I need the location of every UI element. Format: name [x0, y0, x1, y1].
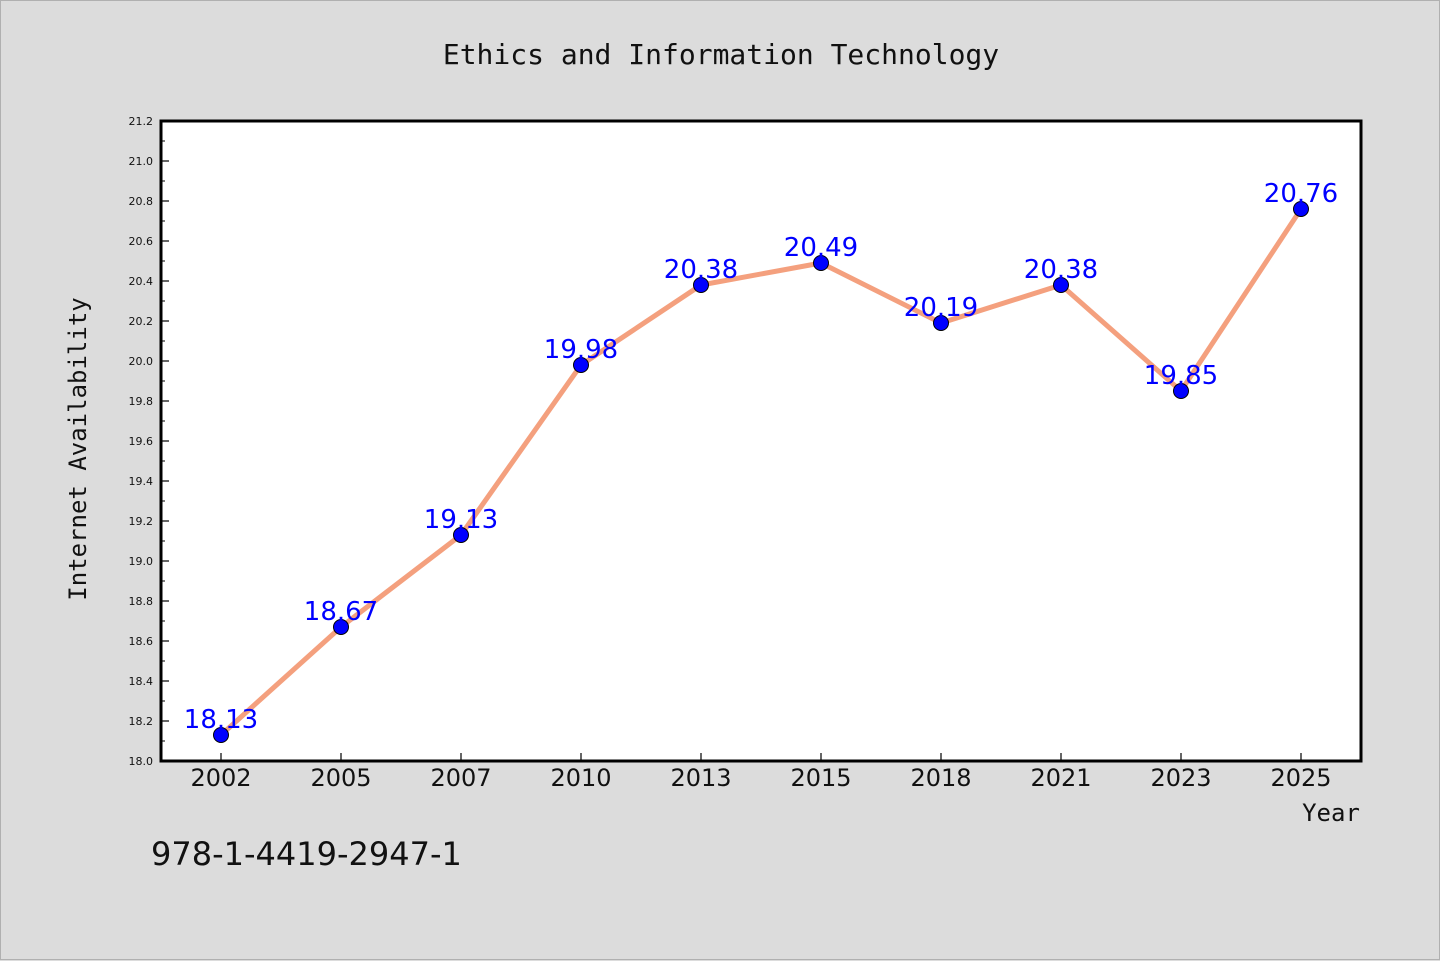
- data-label: 20.19: [904, 293, 978, 323]
- data-label: 20.38: [1024, 255, 1098, 285]
- x-tick-label: 2021: [1030, 764, 1091, 792]
- data-label: 20.49: [784, 233, 858, 263]
- y-tick-label: 18.0: [129, 755, 154, 768]
- data-label: 18.67: [304, 597, 378, 627]
- x-tick-label: 2013: [670, 764, 731, 792]
- y-tick-label: 18.6: [129, 635, 154, 648]
- x-axis-title: Year: [1302, 799, 1360, 827]
- x-tick-label: 2025: [1270, 764, 1331, 792]
- x-tick-label: 2015: [790, 764, 851, 792]
- y-tick-label: 19.6: [129, 435, 154, 448]
- y-tick-label: 19.2: [129, 515, 154, 528]
- x-tick-label: 2007: [430, 764, 491, 792]
- data-point: [333, 619, 349, 635]
- data-label: 18.13: [184, 705, 258, 735]
- y-tick-label: 20.4: [129, 275, 154, 288]
- y-tick-label: 21.0: [129, 155, 154, 168]
- data-label: 20.76: [1264, 179, 1338, 209]
- isbn-text: 978-1-4419-2947-1: [151, 835, 462, 873]
- y-tick-label: 20.0: [129, 355, 154, 368]
- x-tick-label: 2018: [910, 764, 971, 792]
- data-point: [813, 255, 829, 271]
- data-label: 19.13: [424, 505, 498, 535]
- y-tick-label: 21.2: [129, 115, 154, 128]
- y-tick-label: 20.6: [129, 235, 154, 248]
- data-point: [453, 527, 469, 543]
- y-tick-label: 20.2: [129, 315, 154, 328]
- y-tick-label: 18.2: [129, 715, 154, 728]
- data-label: 19.98: [544, 335, 618, 365]
- x-tick-label: 2023: [1150, 764, 1211, 792]
- y-tick-label: 18.8: [129, 595, 154, 608]
- chart-title: Ethics and Information Technology: [443, 38, 999, 71]
- data-point: [693, 277, 709, 293]
- data-label: 20.38: [664, 255, 738, 285]
- data-point: [573, 357, 589, 373]
- y-tick-label: 20.8: [129, 195, 154, 208]
- plot-area: [159, 119, 1363, 763]
- x-tick-label: 2002: [190, 764, 251, 792]
- data-point: [1173, 383, 1189, 399]
- data-point: [933, 315, 949, 331]
- data-labels: 18.13 18.67 19.13 19.98 20.38 20.49 20.19 20.38…: [184, 179, 1338, 735]
- series-line: [218, 206, 1304, 738]
- y-tick-label: 19.0: [129, 555, 154, 568]
- series: [213, 201, 1309, 743]
- y-axis-title: Internet Availability: [64, 297, 92, 600]
- data-point: [1053, 277, 1069, 293]
- data-label: 19.85: [1144, 361, 1218, 391]
- y-axis: 18.0 18.2 18.4 18.6 18.8 19.0 19.2 19.4 19.6 19.8…: [129, 115, 169, 768]
- data-point: [1293, 201, 1309, 217]
- x-axis: 2002 2005 2007 2010 2013 2015 2018 2021 2023 2025: [190, 753, 1332, 792]
- y-tick-label: 19.4: [129, 475, 154, 488]
- x-tick-label: 2005: [310, 764, 371, 792]
- y-tick-label: 19.8: [129, 395, 154, 408]
- x-tick-label: 2010: [550, 764, 611, 792]
- y-tick-label: 18.4: [129, 675, 154, 688]
- data-point: [213, 727, 229, 743]
